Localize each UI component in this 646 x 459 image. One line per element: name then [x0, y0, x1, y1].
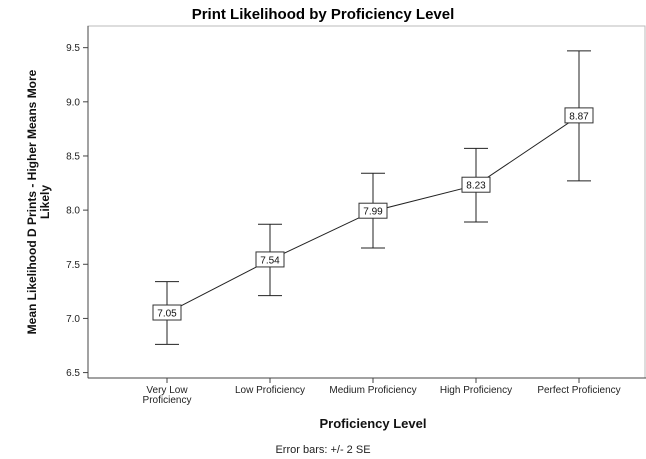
plot-frame [87, 25, 646, 379]
x-tick-label: Low Proficiency [235, 385, 305, 396]
y-tick-label: 7.5 [66, 260, 80, 271]
y-tick-label: 6.5 [66, 368, 80, 379]
chart-title: Print Likelihood by Proficiency Level [191, 6, 455, 23]
data-point: 8.23 [461, 176, 491, 193]
x-axis-ticks: Very Low Proficiency Low Proficiency Medium… [143, 378, 621, 406]
data-point: 8.87 [564, 107, 594, 124]
x-tick-label: Perfect Proficiency [537, 385, 620, 396]
data-label: 7.05 [157, 309, 177, 320]
point-labels: 7.05 7.54 7.99 8.23 8.87 [152, 107, 594, 321]
y-tick-label: 7.0 [66, 314, 80, 325]
y-axis-label: Mean Likelihood D Prints - Higher Means … [25, 69, 52, 334]
data-label: 7.99 [363, 207, 383, 218]
y-axis-label-line: Likely [38, 185, 52, 219]
y-axis-ticks: 6.5 7.0 7.5 8.0 8.5 9.0 9.5 [66, 43, 88, 379]
y-axis-label-line: Mean Likelihood D Prints - Higher Means … [25, 69, 39, 334]
x-tick-label: Medium Proficiency [329, 385, 416, 396]
error-bar-footnote: Error bars: +/- 2 SE [275, 444, 371, 456]
data-point-box [564, 107, 594, 124]
error-bars [155, 50, 591, 345]
data-label: 7.54 [260, 255, 280, 266]
x-tick-label: High Proficiency [440, 385, 512, 396]
y-tick-label: 9.0 [66, 97, 80, 108]
data-point: 7.54 [255, 251, 285, 268]
data-point-box [255, 251, 285, 268]
data-point-box [461, 176, 491, 193]
y-tick-label: 8.0 [66, 206, 80, 217]
data-point-box [152, 304, 182, 321]
data-label: 8.23 [466, 181, 486, 192]
data-point-box [358, 202, 388, 219]
y-tick-label: 8.5 [66, 151, 80, 162]
y-tick-label: 9.5 [66, 43, 80, 54]
x-tick-label: Very Low Proficiency [143, 385, 192, 406]
data-point: 7.05 [152, 304, 182, 321]
data-point: 7.99 [358, 202, 388, 219]
data-label: 8.87 [569, 111, 589, 122]
x-axis-label: Proficiency Level [320, 416, 427, 431]
